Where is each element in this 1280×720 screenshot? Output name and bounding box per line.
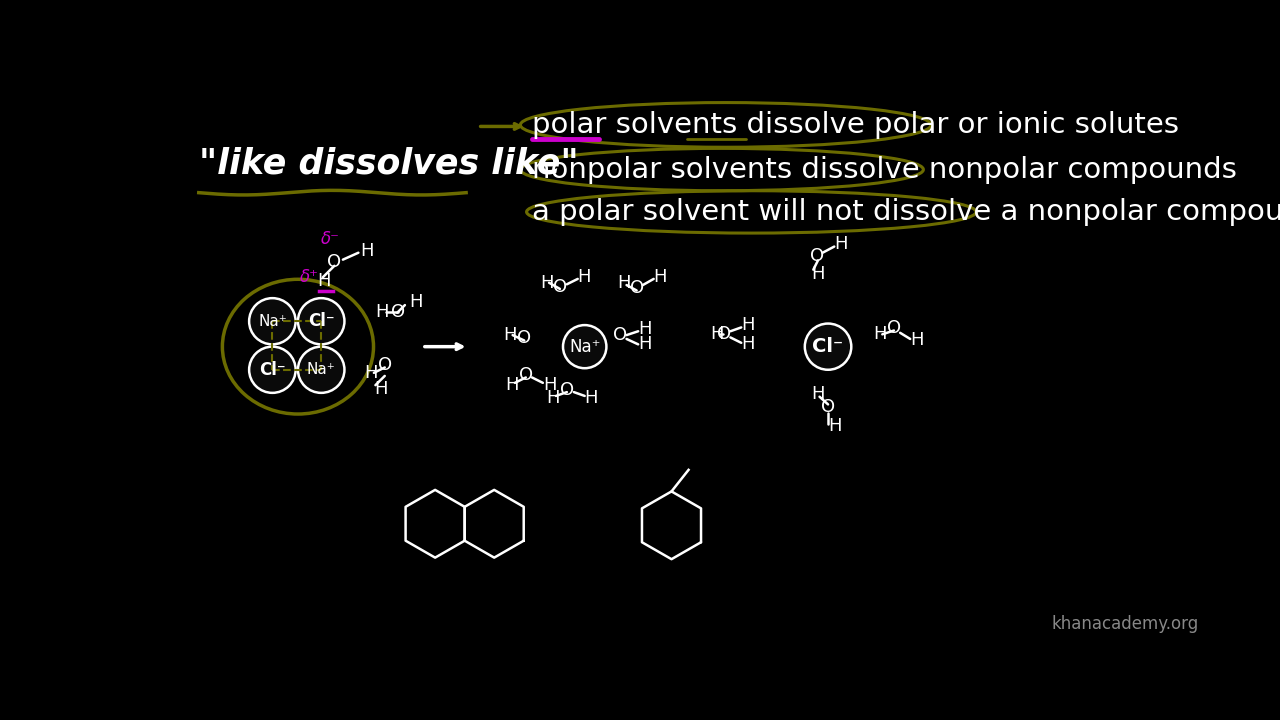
Text: H: H xyxy=(317,272,330,290)
Circle shape xyxy=(805,323,851,370)
Text: "like dissolves like": "like dissolves like" xyxy=(198,146,579,181)
Text: H: H xyxy=(540,274,553,292)
Text: nonpolar solvents dissolve nonpolar compounds: nonpolar solvents dissolve nonpolar comp… xyxy=(532,156,1236,184)
Text: O: O xyxy=(887,319,901,337)
Text: δ⁻: δ⁻ xyxy=(320,230,339,248)
Text: H: H xyxy=(812,385,824,403)
Text: H: H xyxy=(503,326,517,344)
Text: H: H xyxy=(617,274,631,292)
Text: Cl⁻: Cl⁻ xyxy=(813,337,844,356)
Text: khanacademy.org: khanacademy.org xyxy=(1051,615,1198,633)
Text: O: O xyxy=(326,253,340,271)
Text: H: H xyxy=(835,235,847,253)
Text: O: O xyxy=(390,303,404,321)
Circle shape xyxy=(563,325,607,368)
Circle shape xyxy=(298,298,344,344)
Text: H: H xyxy=(375,303,389,321)
Text: H: H xyxy=(408,293,422,311)
Text: H: H xyxy=(910,331,924,349)
Text: polar solvents dissolve polar or ionic solutes: polar solvents dissolve polar or ionic s… xyxy=(532,111,1179,139)
Text: H: H xyxy=(547,390,561,408)
Text: Cl⁻: Cl⁻ xyxy=(308,312,334,330)
Text: H: H xyxy=(828,417,841,435)
Text: a polar solvent will not dissolve a nonpolar compound: a polar solvent will not dissolve a nonp… xyxy=(532,198,1280,226)
Text: O: O xyxy=(810,247,824,265)
Text: H: H xyxy=(585,390,598,408)
Text: O: O xyxy=(517,329,531,347)
Text: H: H xyxy=(360,242,374,260)
Text: H: H xyxy=(639,320,652,338)
Text: O: O xyxy=(378,356,392,374)
Circle shape xyxy=(250,346,296,393)
Text: H: H xyxy=(374,380,388,398)
Text: H: H xyxy=(639,336,652,354)
Text: O: O xyxy=(717,325,731,343)
Text: H: H xyxy=(741,316,755,334)
Text: H: H xyxy=(506,376,520,394)
Circle shape xyxy=(298,346,344,393)
Circle shape xyxy=(250,298,296,344)
Text: H: H xyxy=(364,364,378,382)
Text: O: O xyxy=(613,326,627,344)
Text: Na⁺: Na⁺ xyxy=(259,314,287,329)
Text: Na⁺: Na⁺ xyxy=(307,362,335,377)
Text: O: O xyxy=(559,381,573,399)
Text: O: O xyxy=(553,278,567,296)
Text: H: H xyxy=(812,264,824,282)
Text: H: H xyxy=(654,268,667,286)
Text: δ⁺: δ⁺ xyxy=(300,269,319,287)
Text: H: H xyxy=(577,269,591,287)
Text: H: H xyxy=(873,325,887,343)
Text: O: O xyxy=(820,397,835,415)
Text: Na⁺: Na⁺ xyxy=(568,338,600,356)
Text: H: H xyxy=(741,336,755,354)
Text: O: O xyxy=(630,279,644,297)
Text: O: O xyxy=(518,366,532,384)
Text: H: H xyxy=(543,376,557,394)
Text: H: H xyxy=(710,325,723,343)
Text: Cl⁻: Cl⁻ xyxy=(259,361,285,379)
